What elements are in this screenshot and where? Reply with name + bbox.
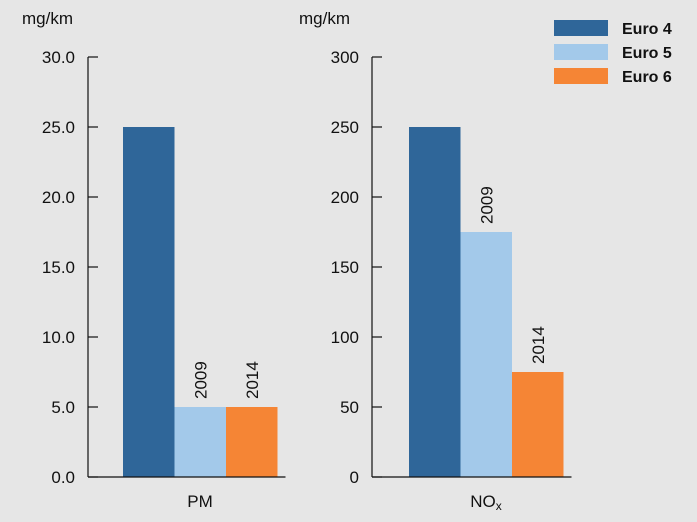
- y-tick-label: 10.0: [42, 328, 75, 347]
- bar-pm-euro-5: [174, 407, 226, 477]
- y-tick-label: 0: [350, 468, 359, 487]
- bar-no-euro-5: [460, 232, 512, 477]
- y-tick-label: 300: [331, 48, 359, 67]
- y-unit-label: mg/km: [299, 9, 350, 28]
- bar-year-label: 2014: [243, 361, 262, 399]
- chart-panel-no: mg/km 2009 2014 0 50 100 150 200 250 300 NOx: [299, 9, 572, 513]
- legend: Euro 4 Euro 5 Euro 6: [554, 20, 672, 86]
- legend-label-euro-5: Euro 5: [622, 45, 672, 62]
- bar-year-label: 2009: [477, 186, 496, 224]
- bar-pm-euro-6: [226, 407, 278, 477]
- x-category-label: NOx: [470, 492, 502, 513]
- y-tick-label: 250: [331, 118, 359, 137]
- y-tick-label: 5.0: [51, 398, 75, 417]
- y-tick-label: 0.0: [51, 468, 75, 487]
- legend-swatch-euro-4: [554, 20, 608, 36]
- y-tick-label: 150: [331, 258, 359, 277]
- bar-no-euro-4: [409, 127, 461, 477]
- y-tick-label: 20.0: [42, 188, 75, 207]
- y-tick-label: 15.0: [42, 258, 75, 277]
- legend-swatch-euro-6: [554, 68, 608, 84]
- legend-label-euro-4: Euro 4: [622, 21, 672, 38]
- bar-no-euro-6: [512, 372, 564, 477]
- legend-swatch-euro-5: [554, 44, 608, 60]
- category-subscript: x: [496, 499, 502, 513]
- y-tick-label: 50: [340, 398, 359, 417]
- y-tick-label: 30.0: [42, 48, 75, 67]
- bar-year-label: 2009: [191, 361, 210, 399]
- y-unit-label: mg/km: [22, 9, 73, 28]
- x-category-label: PM: [187, 492, 213, 511]
- bar-pm-euro-4: [123, 127, 175, 477]
- chart-panel-pm: mg/km 2009 2014 0.0 5.0 10.0 15.0 20.0 25.0 30.0 P…: [22, 9, 286, 511]
- y-tick-label: 200: [331, 188, 359, 207]
- y-tick-label: 100: [331, 328, 359, 347]
- y-tick-label: 25.0: [42, 118, 75, 137]
- bar-year-label: 2014: [529, 326, 548, 364]
- legend-label-euro-6: Euro 6: [622, 69, 672, 86]
